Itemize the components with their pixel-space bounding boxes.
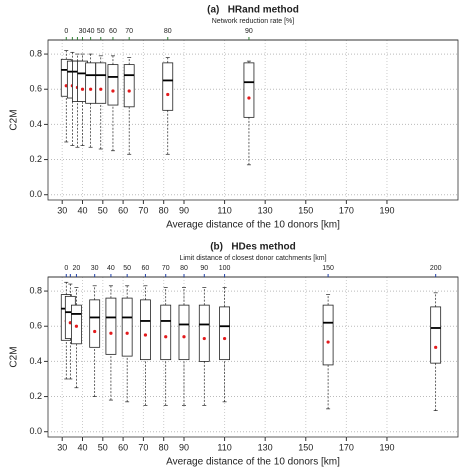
box — [85, 62, 97, 104]
x-tick-label: 40 — [77, 205, 87, 215]
x-tick-label: 190 — [379, 205, 394, 215]
box — [123, 64, 135, 108]
y-tick-label: 0.6 — [29, 321, 42, 331]
y-tick-label: 0.0 — [29, 426, 42, 436]
box — [121, 297, 133, 357]
top-tick-label: 100 — [219, 265, 231, 272]
x-tick-label: 130 — [258, 442, 273, 452]
top-tick-label: 80 — [164, 28, 172, 35]
x-tick-label: 150 — [298, 442, 313, 452]
box — [107, 64, 119, 106]
mean-point — [125, 331, 129, 335]
top-tick-label: 150 — [322, 265, 334, 272]
mean-point — [127, 89, 131, 93]
box — [95, 62, 107, 104]
top-tick-label: 0 — [64, 265, 68, 272]
mean-point — [109, 331, 113, 335]
box — [160, 304, 172, 361]
mean-point — [222, 336, 227, 341]
box — [71, 304, 82, 345]
x-tick-label: 80 — [159, 442, 169, 452]
x-tick-label: 60 — [118, 205, 128, 215]
top-tick-label: 50 — [97, 28, 105, 35]
mean-point — [99, 87, 103, 91]
y-tick-label: 0.4 — [29, 356, 42, 366]
mean-point — [166, 92, 170, 97]
x-tick-label: 110 — [217, 205, 231, 215]
y-tick-label: 0.0 — [29, 189, 42, 199]
x-tick-label: 90 — [179, 205, 189, 215]
chart-title: (b) HDes method — [210, 242, 296, 253]
mean-point — [182, 335, 186, 339]
box — [243, 62, 255, 118]
x-tick-label: 70 — [138, 442, 148, 452]
top-tick-label: 60 — [142, 265, 150, 272]
top-tick-label: 20 — [73, 265, 81, 272]
y-tick-label: 0.8 — [29, 48, 42, 58]
y-tick-label: 0.2 — [29, 391, 42, 401]
top-axis-title: Limit distance of closest donor catchmen… — [179, 255, 326, 262]
box — [89, 299, 101, 348]
box — [198, 304, 210, 362]
mean-point — [80, 87, 85, 91]
x-tick-label: 90 — [179, 442, 189, 452]
top-tick-label: 30 — [79, 28, 87, 35]
x-tick-label: 30 — [57, 205, 67, 215]
box — [140, 299, 151, 361]
x-tick-label: 130 — [258, 205, 273, 215]
top-tick-label: 50 — [123, 265, 131, 272]
y-axis-title: C2M — [9, 109, 20, 130]
top-tick-label: 80 — [180, 265, 188, 272]
x-tick-label: 80 — [159, 205, 169, 215]
x-tick-label: 150 — [298, 205, 313, 215]
box — [178, 304, 190, 361]
top-tick-label: 70 — [125, 28, 133, 35]
x-tick-label: 50 — [98, 442, 108, 452]
box — [322, 304, 334, 366]
mean-point — [202, 336, 206, 341]
y-axis-title: C2M — [9, 346, 20, 367]
chart-title: (a) HRand method — [207, 5, 299, 16]
box — [105, 297, 117, 355]
top-tick-label: 70 — [162, 265, 170, 272]
mean-point — [326, 340, 330, 344]
y-tick-label: 0.8 — [29, 285, 42, 295]
box — [430, 306, 442, 364]
top-tick-label: 30 — [91, 265, 99, 272]
top-tick-label: 40 — [87, 28, 95, 35]
x-tick-label: 170 — [339, 442, 354, 452]
x-tick-label: 170 — [339, 205, 354, 215]
mean-point — [164, 335, 168, 339]
mean-point — [74, 324, 79, 328]
y-tick-label: 0.2 — [29, 154, 42, 164]
x-axis-title: Average distance of the 10 donors [km] — [166, 220, 340, 231]
top-tick-label: 90 — [245, 28, 253, 35]
y-tick-label: 0.4 — [29, 119, 42, 129]
mean-point — [93, 329, 97, 334]
mean-point — [111, 89, 115, 93]
top-tick-label: 40 — [107, 265, 115, 272]
x-tick-label: 190 — [379, 442, 394, 452]
mean-point — [434, 345, 438, 349]
x-tick-label: 40 — [77, 442, 87, 452]
x-axis-title: Average distance of the 10 donors [km] — [166, 457, 340, 468]
top-tick-label: 90 — [200, 265, 208, 272]
x-tick-label: 70 — [138, 205, 148, 215]
mean-point — [89, 87, 93, 91]
top-tick-label: 60 — [109, 28, 117, 35]
mean-point — [143, 333, 148, 337]
box — [162, 62, 174, 111]
x-tick-label: 110 — [217, 442, 231, 452]
mean-point — [247, 96, 251, 100]
top-tick-label: 200 — [430, 265, 442, 272]
y-tick-label: 0.6 — [29, 84, 42, 94]
x-tick-label: 30 — [57, 442, 67, 452]
top-axis-title: Network reduction rate [%] — [212, 18, 295, 25]
x-tick-label: 60 — [118, 442, 128, 452]
x-tick-label: 50 — [98, 205, 108, 215]
box — [219, 306, 230, 361]
top-tick-label: 0 — [64, 28, 68, 35]
